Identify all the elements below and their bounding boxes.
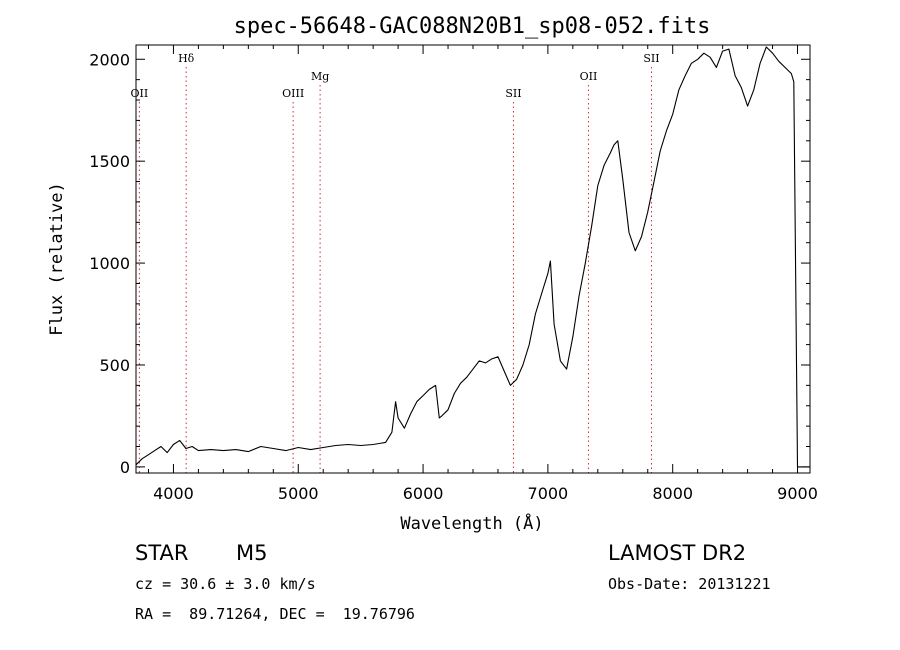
line-marker-label: Hδ [178,52,195,65]
line-markers: OII Hδ OIII Mg SII OII SII [131,52,660,473]
y-tick-label: 1000 [89,254,130,273]
line-marker-label: Mg [311,70,329,83]
y-axis-label: Flux (relative) [47,182,67,336]
ra-dec: RA = 89.71264, DEC = 19.76796 [135,605,415,623]
line-marker-label: SII [643,52,659,65]
plot-frame [135,44,811,474]
observation-date: Obs-Date: 20131221 [608,575,771,593]
y-tick-label: 1500 [89,152,130,171]
spectrum-line [135,46,810,468]
survey-label: LAMOST DR2 [608,541,747,565]
line-marker-label: OII [131,87,149,100]
line-marker-label: OIII [282,87,304,100]
x-tick-label: 5000 [278,484,319,503]
object-subclass: M5 [236,541,268,565]
y-tick-label: 2000 [89,50,130,69]
chart-title: spec-56648-GAC088N20B1_sp08-052.fits [234,14,711,39]
x-tick-label: 4000 [153,484,194,503]
y-tick-label: 0 [120,458,130,477]
line-marker-label: SII [505,87,521,100]
object-class: STAR [135,541,189,565]
y-tick-label: 500 [99,356,130,375]
redshift-velocity: cz = 30.6 ± 3.0 km/s [135,575,316,593]
x-tick-label: 6000 [403,484,444,503]
x-tick-label: 8000 [652,484,693,503]
line-marker-label: OII [580,70,598,83]
x-tick-label: 9000 [777,484,818,503]
axis-ticks: 4000 5000 6000 7000 8000 9000 0 500 1000 1500 2000 [89,45,818,503]
x-axis-label: Wavelength (Å) [400,512,543,534]
x-tick-label: 7000 [528,484,569,503]
